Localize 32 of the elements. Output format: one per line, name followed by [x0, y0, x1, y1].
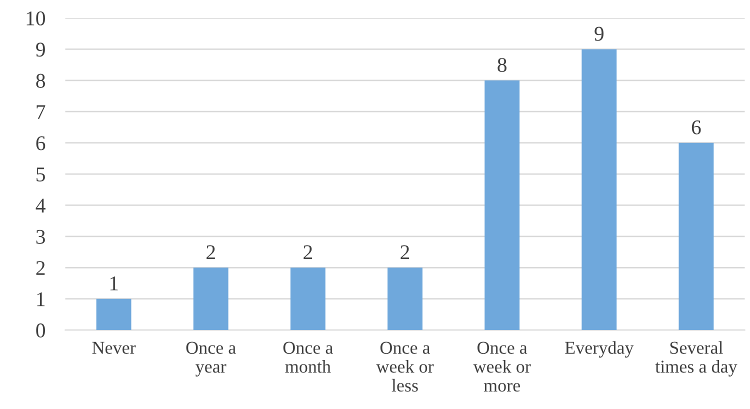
- data-label: 6: [692, 120, 701, 134]
- y-tick-label: 0: [36, 323, 46, 338]
- y-tick-label: 4: [36, 198, 46, 212]
- bar: [290, 268, 326, 330]
- y-tick-label: 8: [36, 74, 46, 88]
- data-label: 2: [206, 245, 215, 260]
- bar: [388, 268, 422, 330]
- bar: [484, 80, 520, 330]
- x-tick-label: Once a month: [283, 342, 333, 373]
- y-tick-label: 7: [36, 105, 46, 119]
- y-tick-label: 10: [26, 11, 46, 26]
- x-tick-label: Never: [92, 342, 136, 354]
- data-label: 9: [594, 26, 604, 41]
- y-tick-label: 1: [37, 292, 45, 306]
- y-tick-label: 9: [36, 42, 45, 57]
- data-label: 2: [304, 245, 312, 260]
- bar: [96, 298, 132, 330]
- x-tick-label: Once a year: [186, 342, 236, 376]
- x-tick-label: Everyday: [565, 341, 634, 358]
- y-tick-label: 6: [36, 136, 46, 150]
- bar: [582, 49, 617, 330]
- x-tick-label: Several times a day: [655, 341, 738, 376]
- bar: [193, 268, 228, 330]
- y-tick-label: 2: [36, 261, 45, 275]
- data-label: 2: [400, 245, 410, 260]
- bar: [678, 142, 714, 330]
- data-label: 1: [110, 276, 118, 290]
- y-tick-label: 3: [36, 230, 45, 244]
- x-tick-label: Once a week or less: [376, 342, 434, 392]
- y-tick-label: 5: [36, 168, 45, 182]
- data-label: 8: [498, 58, 506, 72]
- x-tick-label: Once a week or more: [473, 342, 531, 392]
